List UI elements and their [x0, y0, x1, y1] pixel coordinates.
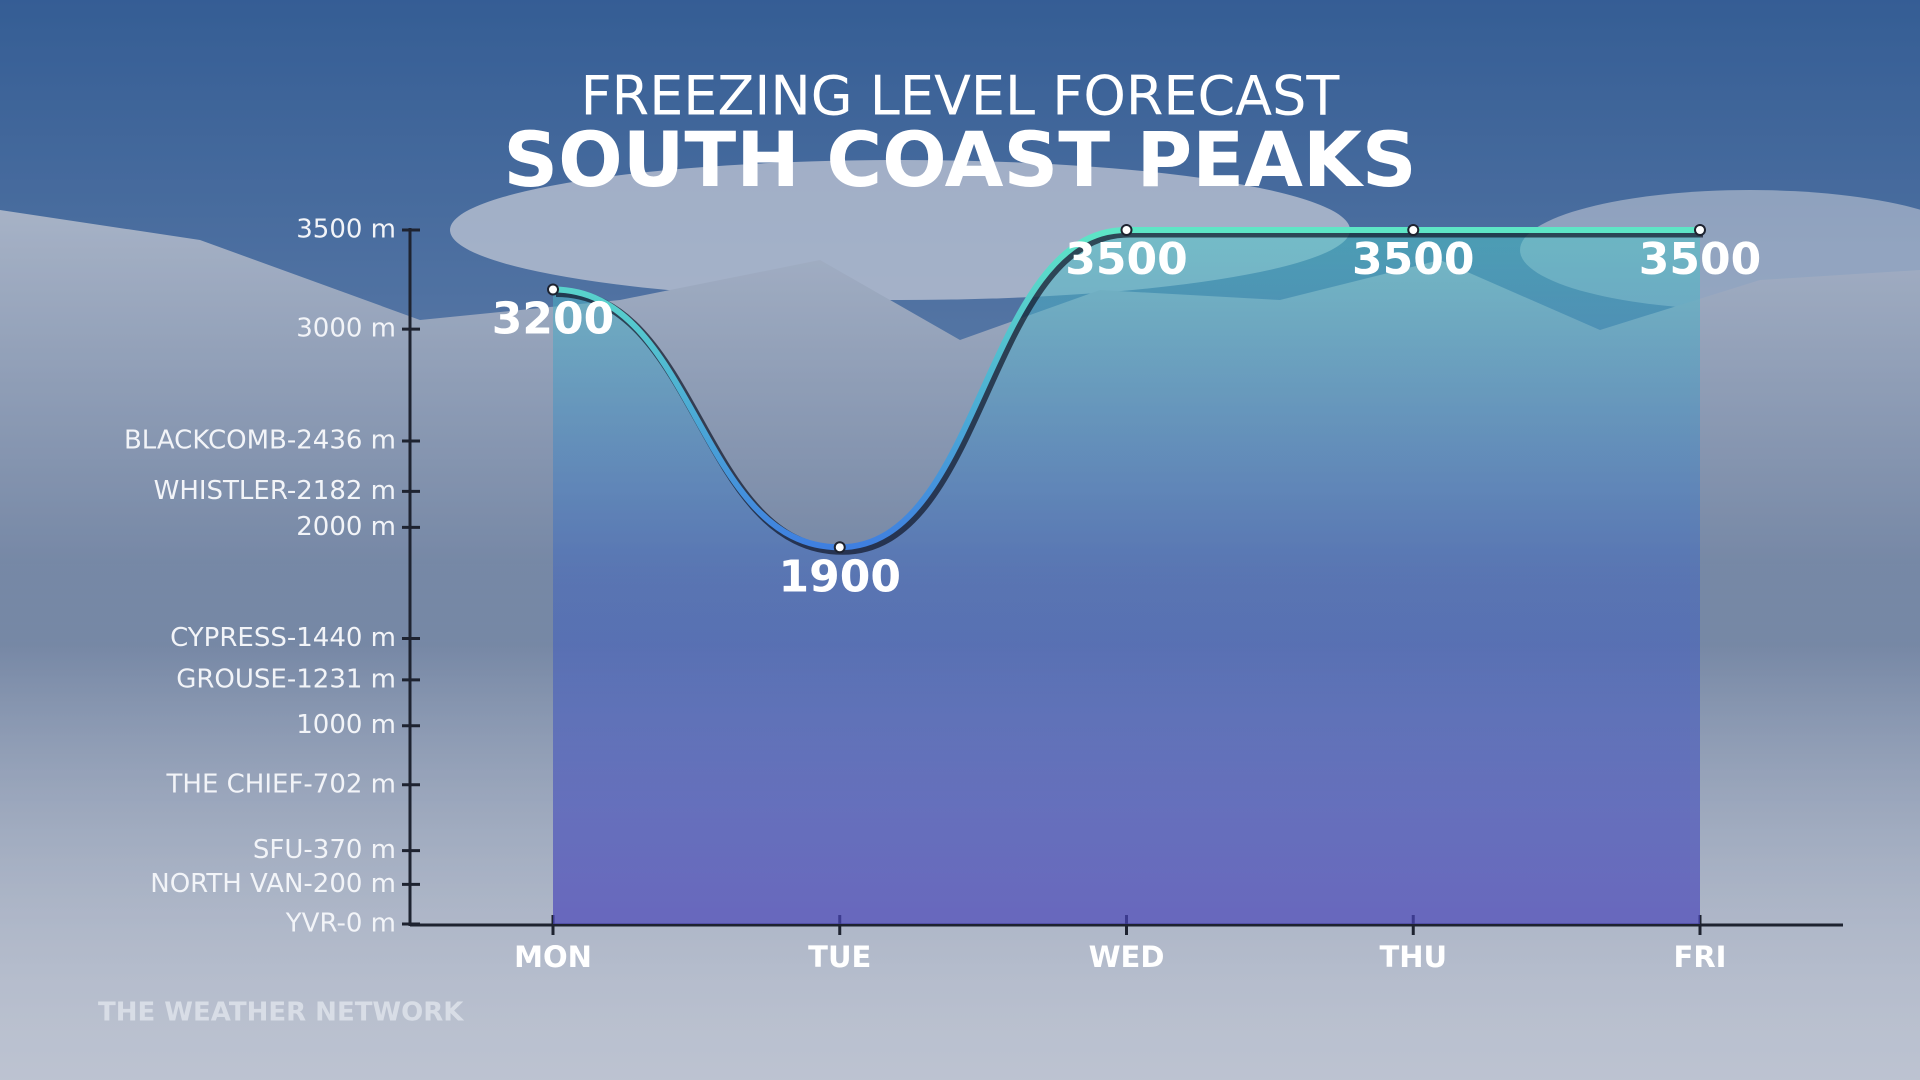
y-tick-label: BLACKCOMB-2436 m — [124, 425, 396, 455]
y-tick-label: 2000 m — [296, 512, 396, 542]
y-tick-label: 3000 m — [296, 314, 396, 344]
data-label: 3500 — [1352, 234, 1474, 285]
y-tick-label: 1000 m — [296, 710, 396, 740]
data-label: 3200 — [492, 293, 614, 344]
y-tick-label: CYPRESS-1440 m — [170, 623, 396, 653]
point — [1407, 224, 1420, 236]
x-tick-label: WED — [1089, 940, 1165, 974]
point — [547, 283, 559, 296]
x-tick-label: MON — [514, 940, 592, 974]
point — [833, 541, 846, 554]
data-label: 3500 — [1065, 234, 1187, 285]
point — [1120, 224, 1133, 236]
x-tick-label: FRI — [1674, 940, 1727, 974]
chart-subtitle: SOUTH COAST PEAKS — [503, 115, 1416, 204]
y-tick-label: THE CHIEF-702 m — [166, 769, 396, 799]
y-tick-label: GROUSE-1231 m — [176, 664, 396, 694]
x-tick-label: TUE — [808, 940, 871, 974]
point — [1694, 224, 1706, 236]
y-tick-label: SFU-370 m — [253, 835, 396, 865]
data-label: 1900 — [779, 551, 901, 602]
x-tick-label: THU — [1379, 940, 1447, 974]
y-tick-label: NORTH VAN-200 m — [150, 869, 396, 899]
data-label: 3500 — [1639, 234, 1761, 285]
line — [552, 226, 1700, 551]
chart-title: FREEZING LEVEL FORECAST — [581, 65, 1341, 128]
area — [553, 230, 1700, 924]
y-tick-label: 3500 m — [296, 215, 396, 245]
source: THE WEATHER NETWORK — [98, 998, 464, 1028]
y-tick-label: YVR-0 m — [285, 909, 396, 939]
y-tick-label: WHISTLER-2182 m — [154, 476, 396, 506]
